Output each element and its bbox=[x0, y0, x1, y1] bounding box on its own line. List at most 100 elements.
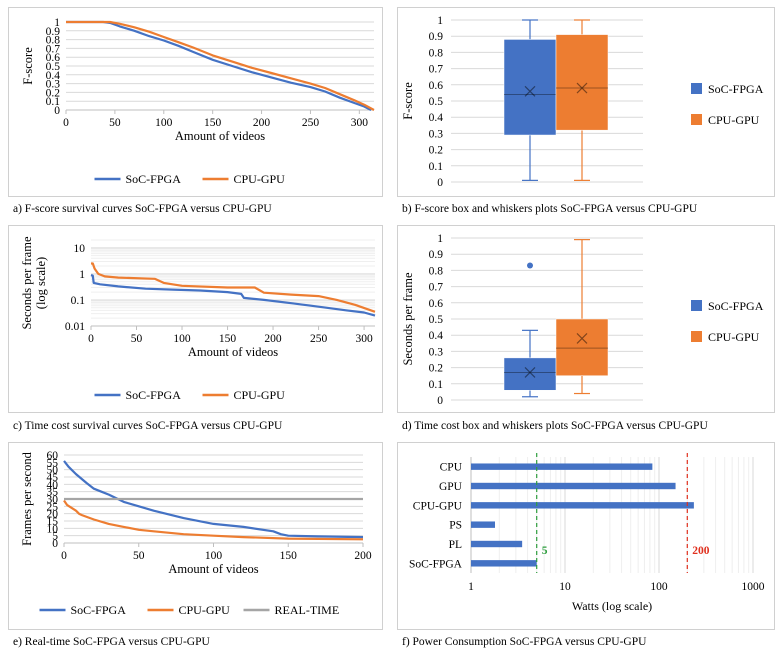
y-tick-label: 10 bbox=[47, 523, 59, 535]
series-line-cpu-gpu bbox=[91, 262, 376, 313]
x-tick-label: 200 bbox=[264, 333, 282, 345]
box-soc-fpga bbox=[503, 357, 557, 391]
x-tick-label: 1000 bbox=[742, 581, 765, 593]
y-tick-label: 30 bbox=[47, 494, 59, 506]
y-tick-label: 0.2 bbox=[429, 363, 444, 375]
caption-a: a) F-score survival curves SoC-FPGA vers… bbox=[13, 203, 272, 215]
y-tick-label: 0.7 bbox=[429, 64, 444, 76]
y-tick-label: 1 bbox=[437, 15, 443, 27]
caption-f: f) Power Consumption SoC-FPGA versus CPU… bbox=[402, 636, 647, 648]
mean-marker-cpu-gpu bbox=[576, 82, 588, 94]
bar-cpu bbox=[471, 463, 653, 470]
y-tick-label: 0 bbox=[54, 105, 60, 117]
x-tick-label: 100 bbox=[155, 117, 173, 129]
y-tick-label: 0 bbox=[437, 177, 443, 189]
y-tick-label: 0.3 bbox=[429, 128, 444, 140]
x-tick-label: 250 bbox=[310, 333, 328, 345]
y-tick-label: 0 bbox=[437, 395, 443, 407]
y-tick-label: 1 bbox=[79, 269, 85, 281]
caption-d: d) Time cost box and whiskers plots SoC-… bbox=[402, 420, 708, 432]
y-tick-label: 45 bbox=[47, 472, 59, 484]
y-tick-label: 0.4 bbox=[46, 70, 61, 82]
x-tick-label: 0 bbox=[88, 333, 94, 345]
bar-pl bbox=[471, 540, 523, 548]
y-tick-label: 5 bbox=[52, 531, 58, 543]
x-tick-label: 100 bbox=[205, 550, 223, 562]
legend-label: CPU-GPU bbox=[708, 113, 760, 127]
y-tick-label: 0.5 bbox=[429, 314, 444, 326]
y-tick-label: 1 bbox=[54, 17, 60, 29]
legend-label: SoC-FPGA bbox=[126, 388, 182, 402]
bar-ps bbox=[471, 521, 495, 528]
y-tick-label: 10 bbox=[74, 243, 86, 255]
y-tick-label: 0.1 bbox=[429, 161, 444, 173]
series-line-cpu-gpu bbox=[66, 20, 375, 111]
category-label: SoC-FPGA bbox=[409, 558, 463, 570]
panel-b-fscore-box: 0 0.1 0.2 0.3 0.4 0.5 0.6 0.7 0.8 0.9 1 F-score SoC-… bbox=[397, 7, 775, 197]
y-tick-label: 40 bbox=[47, 479, 59, 491]
x-axis-title: Amount of videos bbox=[188, 345, 278, 359]
y-tick-label: 0.5 bbox=[46, 61, 61, 73]
y-tick-label: 0.9 bbox=[429, 31, 444, 43]
mean-marker-cpu-gpu bbox=[576, 333, 588, 344]
y-tick-label: 0.7 bbox=[429, 282, 444, 294]
y-tick-label: 0.6 bbox=[429, 80, 444, 92]
series-line-cpu-gpu bbox=[63, 499, 364, 541]
legend-label: CPU-GPU bbox=[234, 388, 286, 402]
y-tick-label: 0.9 bbox=[46, 26, 61, 38]
panel-c-timecost-survival: 0.01 0.1 1 10 0 50 100 150 200 250 300 Amount of vi… bbox=[8, 225, 383, 413]
mean-marker-soc-fpga bbox=[524, 85, 536, 97]
y-tick-label: 0.01 bbox=[65, 321, 85, 333]
x-tick-label: 100 bbox=[650, 581, 668, 593]
x-tick-label: 300 bbox=[351, 117, 369, 129]
x-tick-label: 50 bbox=[133, 550, 145, 562]
y-tick-label: 60 bbox=[47, 450, 59, 462]
y-tick-label: 0.2 bbox=[429, 145, 444, 157]
box-soc-fpga bbox=[503, 39, 557, 136]
x-tick-label: 200 bbox=[354, 550, 372, 562]
y-axis-title-line1: Seconds per frame bbox=[20, 236, 34, 329]
y-tick-label: 25 bbox=[47, 501, 59, 513]
y-tick-label: 0.2 bbox=[46, 87, 61, 99]
y-tick-label: 0.1 bbox=[429, 379, 444, 391]
category-label: PS bbox=[449, 520, 462, 532]
y-tick-label: 15 bbox=[47, 516, 59, 528]
y-tick-label: 0 bbox=[52, 538, 58, 550]
reference-label-5: 5 bbox=[542, 545, 548, 557]
outlier-point-soc-fpga bbox=[527, 262, 533, 269]
y-tick-label: 0.9 bbox=[429, 249, 444, 261]
x-tick-label: 50 bbox=[131, 333, 143, 345]
panel-d-timecost-box: 0 0.1 0.2 0.3 0.4 0.5 0.6 0.7 0.8 0.9 1 Seconds per… bbox=[397, 225, 775, 413]
legend-label: CPU-GPU bbox=[179, 603, 231, 617]
x-tick-label: 0 bbox=[61, 550, 67, 562]
y-tick-label: 20 bbox=[47, 509, 59, 521]
category-label: GPU bbox=[439, 481, 463, 493]
y-axis-title: Frames per second bbox=[20, 451, 34, 545]
y-tick-label: 0.8 bbox=[429, 265, 444, 277]
y-tick-label: 1 bbox=[437, 233, 443, 245]
bar-cpu-gpu bbox=[471, 502, 694, 509]
x-tick-label: 150 bbox=[280, 550, 298, 562]
y-tick-label: 0.3 bbox=[46, 79, 61, 91]
y-tick-label: 50 bbox=[47, 465, 59, 477]
chart-f-svg: 1 10 100 1000 Watts (log scale) CPU GPU CPU-GPU… bbox=[409, 453, 765, 613]
caption-e: e) Real-time SoC-FPGA versus CPU-GPU bbox=[13, 636, 210, 648]
y-tick-label: 0.8 bbox=[46, 35, 61, 47]
bar-gpu bbox=[471, 482, 676, 490]
legend-swatch-soc-fpga bbox=[691, 300, 702, 311]
panel-f-power: 1 10 100 1000 Watts (log scale) CPU GPU CPU-GPU… bbox=[397, 442, 775, 630]
y-axis-title-line2: (log scale) bbox=[34, 257, 48, 309]
y-tick-label: 0.4 bbox=[429, 112, 444, 124]
x-tick-label: 50 bbox=[109, 117, 121, 129]
y-axis-title: Seconds per frame bbox=[401, 272, 415, 365]
legend-label: SoC-FPGA bbox=[708, 82, 764, 96]
x-tick-label: 200 bbox=[253, 117, 271, 129]
box-cpu-gpu bbox=[555, 318, 609, 376]
y-tick-label: 0.3 bbox=[429, 346, 444, 358]
legend-swatch-soc-fpga bbox=[691, 83, 702, 94]
x-axis-title: Amount of videos bbox=[175, 129, 265, 143]
x-tick-label: 10 bbox=[559, 581, 571, 593]
y-tick-label: 0.6 bbox=[46, 52, 61, 64]
legend-swatch-cpu-gpu bbox=[691, 114, 702, 125]
